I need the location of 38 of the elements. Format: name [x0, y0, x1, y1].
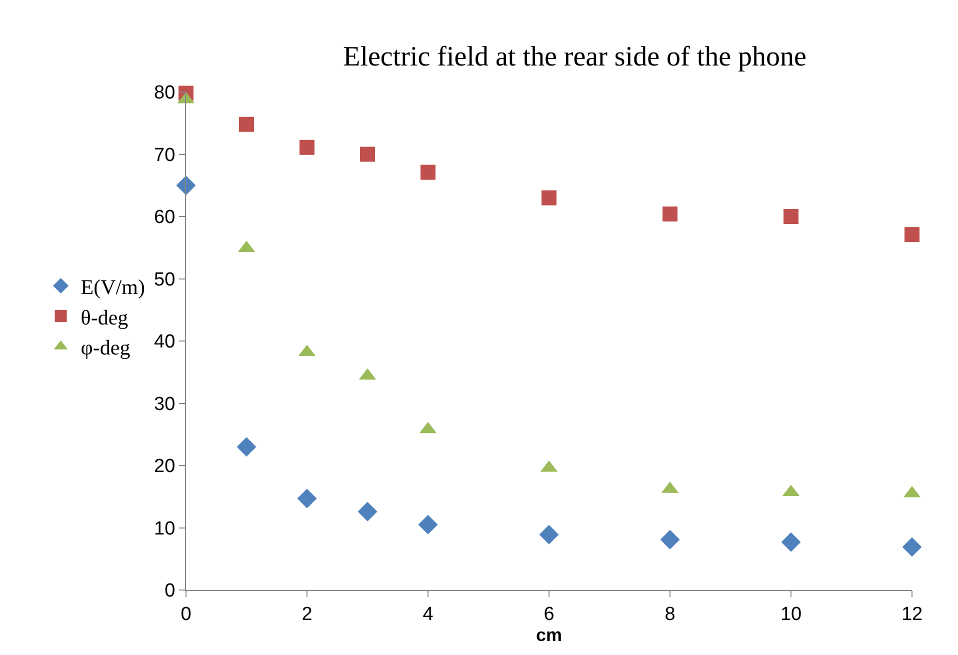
legend-label: E(V/m) [80, 274, 145, 299]
y-tick-label: 80 [154, 82, 176, 104]
x-tick-label: 4 [422, 604, 434, 625]
x-axis-title: cm [536, 624, 562, 645]
point [297, 488, 317, 508]
y-tick-label: 20 [154, 456, 176, 478]
x-tick-label: 10 [780, 604, 802, 625]
point [902, 537, 922, 557]
point [300, 140, 314, 155]
point [418, 514, 438, 534]
y-tick-label: 10 [154, 518, 176, 540]
point [781, 532, 801, 552]
x-tick-label: 8 [664, 604, 676, 625]
x-tick-label: 12 [901, 604, 923, 625]
chart-title: Electric field at the rear side of the phone [343, 41, 806, 72]
y-tick-label: 60 [154, 207, 176, 228]
legend-label: φ-deg [80, 336, 131, 360]
point [904, 227, 920, 242]
point [176, 176, 196, 196]
legend-label: θ-deg [80, 305, 129, 330]
point [784, 209, 798, 224]
point [420, 164, 436, 180]
y-tick-label: 30 [154, 394, 176, 415]
x-tick-label: 6 [544, 604, 554, 625]
point [239, 116, 254, 132]
x-tick-label: 0 [180, 604, 192, 625]
point [360, 146, 375, 162]
y-tick-label: 50 [154, 269, 176, 290]
point [539, 524, 559, 544]
y-tick-label: 70 [154, 144, 176, 166]
y-tick-label: 0 [164, 580, 176, 602]
point [662, 206, 678, 222]
y-tick-label: 40 [154, 332, 176, 353]
point [542, 190, 556, 206]
point [660, 530, 680, 550]
x-tick-label: 2 [302, 604, 312, 625]
point [358, 502, 378, 522]
point [236, 437, 256, 457]
